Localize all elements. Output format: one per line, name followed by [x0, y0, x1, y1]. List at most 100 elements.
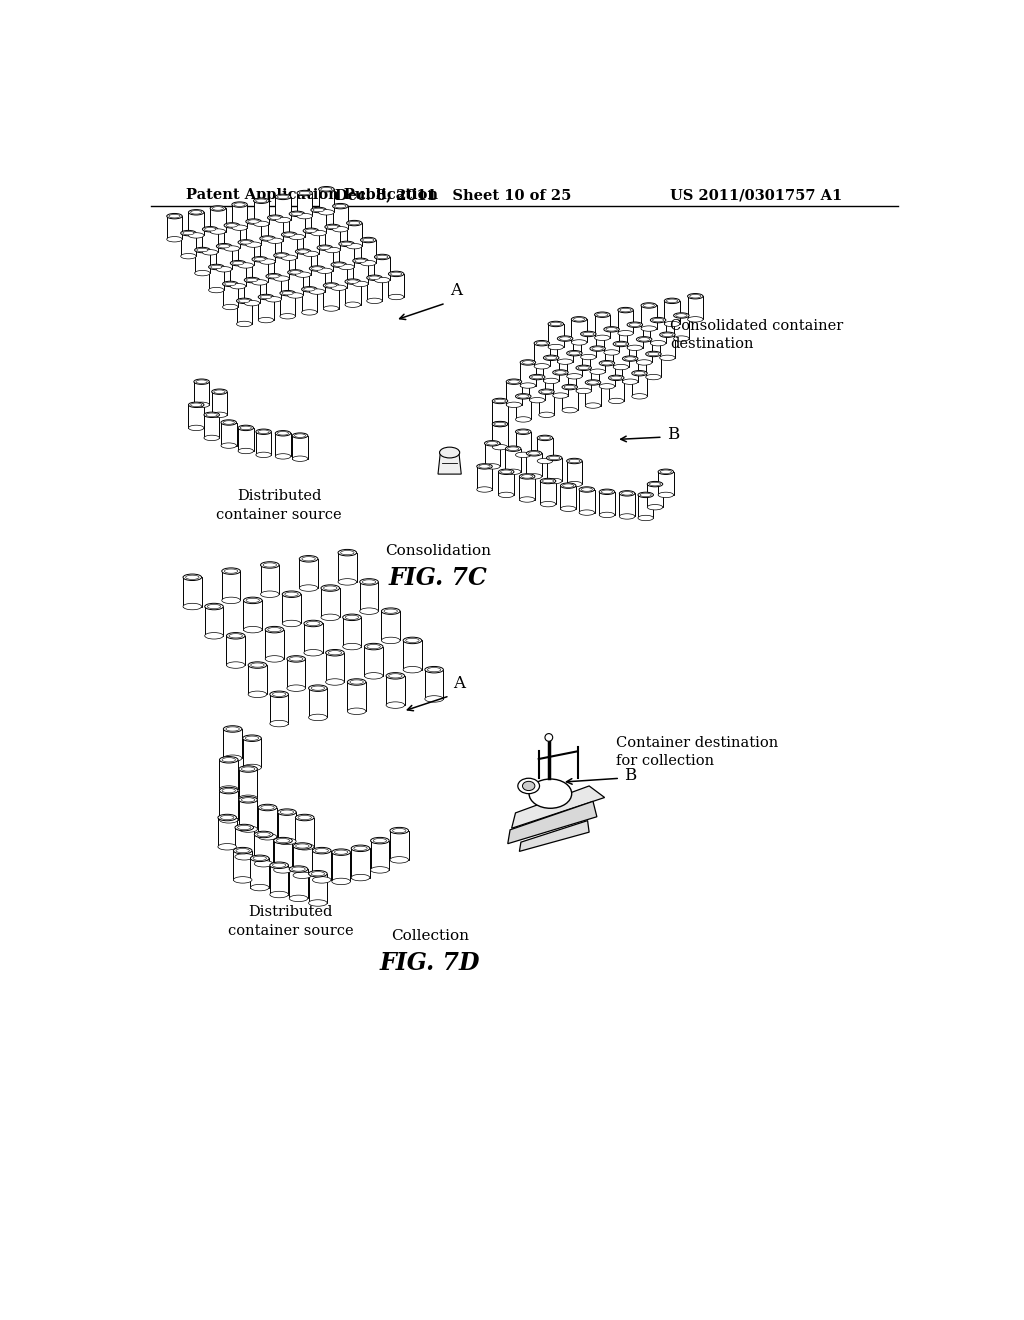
Ellipse shape: [369, 276, 380, 280]
Ellipse shape: [298, 249, 308, 253]
Ellipse shape: [289, 866, 308, 873]
Polygon shape: [620, 494, 635, 516]
Polygon shape: [293, 846, 311, 875]
Ellipse shape: [221, 444, 237, 449]
Ellipse shape: [205, 632, 223, 639]
Ellipse shape: [540, 436, 551, 440]
Ellipse shape: [493, 421, 508, 426]
Ellipse shape: [352, 259, 369, 264]
Ellipse shape: [632, 393, 647, 399]
Polygon shape: [325, 227, 340, 249]
Ellipse shape: [230, 284, 246, 289]
Ellipse shape: [183, 603, 202, 610]
Ellipse shape: [232, 261, 244, 265]
Polygon shape: [246, 222, 261, 244]
Polygon shape: [273, 256, 289, 279]
Polygon shape: [251, 858, 269, 887]
Polygon shape: [317, 248, 333, 271]
Polygon shape: [674, 315, 689, 339]
Polygon shape: [188, 405, 204, 428]
Ellipse shape: [319, 246, 331, 249]
Polygon shape: [258, 808, 276, 837]
Ellipse shape: [282, 255, 297, 260]
Polygon shape: [541, 480, 556, 504]
Ellipse shape: [302, 286, 317, 292]
Ellipse shape: [347, 280, 358, 284]
Polygon shape: [239, 800, 257, 829]
Ellipse shape: [205, 227, 216, 231]
Polygon shape: [234, 828, 254, 857]
Ellipse shape: [224, 246, 240, 251]
Ellipse shape: [601, 490, 612, 494]
Ellipse shape: [243, 735, 261, 742]
Ellipse shape: [403, 667, 422, 673]
Ellipse shape: [529, 375, 545, 380]
Ellipse shape: [690, 294, 700, 298]
Ellipse shape: [381, 638, 400, 644]
Polygon shape: [304, 623, 323, 653]
Ellipse shape: [325, 224, 340, 230]
Ellipse shape: [403, 638, 422, 644]
Polygon shape: [275, 197, 291, 220]
Ellipse shape: [241, 426, 251, 429]
Ellipse shape: [223, 421, 234, 424]
Ellipse shape: [568, 351, 580, 355]
Ellipse shape: [238, 449, 254, 454]
Ellipse shape: [508, 447, 519, 450]
Ellipse shape: [359, 609, 378, 614]
Polygon shape: [331, 264, 346, 288]
Ellipse shape: [620, 513, 635, 519]
Polygon shape: [309, 268, 325, 292]
Ellipse shape: [347, 678, 366, 685]
Ellipse shape: [210, 228, 225, 234]
Polygon shape: [520, 363, 536, 385]
Polygon shape: [346, 223, 362, 246]
Ellipse shape: [321, 585, 340, 591]
Polygon shape: [299, 558, 317, 589]
Polygon shape: [266, 276, 282, 300]
Text: Distributed
container source: Distributed container source: [228, 906, 353, 937]
Polygon shape: [650, 321, 666, 343]
Ellipse shape: [687, 317, 703, 322]
Polygon shape: [275, 433, 291, 457]
Ellipse shape: [226, 661, 245, 668]
Ellipse shape: [427, 668, 440, 672]
Ellipse shape: [290, 271, 301, 275]
Ellipse shape: [518, 395, 528, 399]
Polygon shape: [538, 438, 553, 461]
Ellipse shape: [214, 389, 225, 393]
Polygon shape: [623, 359, 638, 381]
Ellipse shape: [272, 863, 286, 867]
Polygon shape: [508, 801, 597, 843]
Ellipse shape: [518, 779, 540, 793]
Polygon shape: [438, 453, 461, 474]
Polygon shape: [252, 259, 267, 282]
Polygon shape: [265, 630, 284, 659]
Ellipse shape: [224, 282, 236, 285]
Ellipse shape: [306, 622, 319, 626]
Ellipse shape: [557, 335, 572, 342]
Ellipse shape: [289, 211, 305, 216]
Ellipse shape: [351, 874, 370, 880]
Ellipse shape: [553, 370, 568, 375]
Ellipse shape: [326, 284, 337, 288]
Ellipse shape: [493, 421, 508, 426]
Polygon shape: [295, 252, 311, 275]
Polygon shape: [333, 206, 348, 230]
Ellipse shape: [290, 657, 303, 661]
Ellipse shape: [515, 429, 531, 434]
Ellipse shape: [506, 469, 521, 474]
Ellipse shape: [604, 350, 620, 355]
Ellipse shape: [641, 302, 656, 308]
Polygon shape: [604, 330, 620, 352]
Ellipse shape: [333, 203, 348, 209]
Ellipse shape: [581, 354, 596, 360]
Ellipse shape: [216, 243, 231, 249]
Ellipse shape: [299, 585, 317, 591]
Ellipse shape: [308, 685, 328, 692]
Polygon shape: [183, 577, 202, 607]
Ellipse shape: [595, 312, 610, 317]
Polygon shape: [238, 243, 254, 265]
Ellipse shape: [196, 380, 207, 383]
Ellipse shape: [339, 242, 354, 247]
